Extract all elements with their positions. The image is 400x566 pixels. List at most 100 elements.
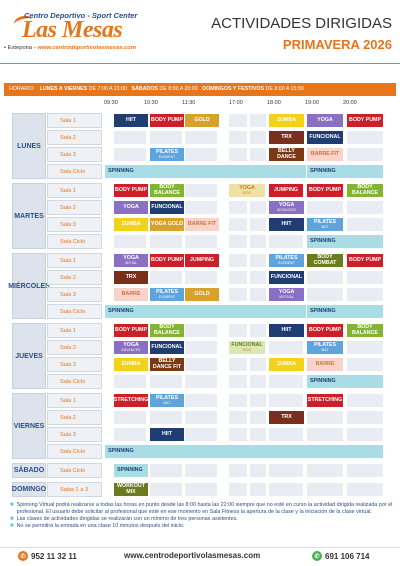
class-slot[interactable]: BODY PUMP [149,253,185,268]
class-slot[interactable]: TRX [268,130,305,145]
class-slot[interactable]: PILATES ELEMENT [149,287,185,302]
class-variant: MAT [163,400,171,405]
day-label: MIÉRCOLES [8,253,50,319]
class-slot[interactable]: GOLD [184,287,220,302]
class-slot[interactable]: BODY PUMP [346,113,384,128]
empty-slot [228,287,248,302]
class-slot[interactable]: PILATES ELEMENT [268,253,305,268]
class-slot[interactable]: YOGA KIDS [228,183,266,198]
class-slot[interactable]: FUNCIONAL [149,340,185,355]
class-slot[interactable]: BODY PUMP [113,183,149,198]
class-slot[interactable]: YOGA [113,200,149,215]
class-slot[interactable]: BODY PUMP [306,323,344,338]
class-name: BELLY DANCE FIT [152,357,182,370]
footer-phone-2[interactable]: ✆ 691 106 714 [312,551,370,561]
class-slot[interactable]: BARRE FIT [184,217,220,232]
class-slot[interactable]: BODY BALANCE [149,323,185,338]
class-slot[interactable]: WORKOUT MIX [113,482,149,497]
empty-slot [184,270,218,285]
class-slot[interactable]: JUMPING [184,253,220,268]
class-slot[interactable]: HIIT [149,427,185,442]
class-slot[interactable]: BODY BALANCE [346,183,384,198]
class-name: FUNCIONAL [309,133,341,140]
empty-slot [268,340,304,355]
class-slot[interactable]: SPINNING [306,374,384,389]
class-slot[interactable]: PILATES ELEMENT [149,147,185,162]
class-slot[interactable]: FUNCIONAL KIDS [228,340,266,355]
footer-website[interactable]: www.centrodeportivolasmesas.com [124,551,261,560]
class-slot[interactable]: ZUMBA [113,357,149,372]
class-slot[interactable]: YOGA INITIAL [113,253,149,268]
class-slot[interactable]: ZUMBA [268,357,305,372]
class-slot[interactable]: ZUMBA [113,217,149,232]
class-name: ZUMBA [121,220,141,227]
class-slot[interactable]: BODY COMBAT [306,253,344,268]
room-label: Sala 2 [47,270,102,285]
hours-sunday: DOMINGOS Y FESTIVOS [202,86,265,92]
empty-slot [149,234,183,249]
class-slot[interactable]: BELLY DANCE FIT [149,357,185,372]
class-slot[interactable]: YOGA ADVANCED [113,340,149,355]
class-slot[interactable]: FUNCIONAL [149,200,185,215]
class-slot[interactable]: BODY PUMP [149,113,185,128]
class-slot[interactable]: BELLY DANCE [268,147,305,162]
class-slot[interactable]: GOLD [184,113,220,128]
empty-slot [149,374,183,389]
time-label: 20:00 [343,100,357,106]
class-slot[interactable]: HIIT [268,217,305,232]
class-slot[interactable]: BARRE [306,357,344,372]
empty-slot [184,393,218,408]
class-slot[interactable]: YOGA VIRTUAL [268,287,305,302]
class-slot[interactable]: BARRE [113,287,149,302]
empty-slot [184,340,218,355]
class-name: BODY BALANCE [154,323,180,336]
class-slot[interactable]: SPINNING [306,234,384,249]
class-slot[interactable]: TRX [113,270,149,285]
empty-slot [184,130,218,145]
class-slot[interactable]: BODY PUMP [346,253,384,268]
class-slot[interactable]: SPINNING [306,304,384,319]
empty-slot [346,270,384,285]
day-label: JUEVES [12,323,46,389]
class-name: BODY COMBAT [313,253,337,266]
logo-city: • Estepona - [4,45,36,51]
empty-slot [249,287,267,302]
class-slot[interactable]: YOGA GOLD [149,217,185,232]
class-slot[interactable]: BODY PUMP [113,323,149,338]
schedule-row [104,130,388,145]
room-label: Sala 1 [47,323,102,338]
class-slot[interactable]: HIIT [113,113,149,128]
class-slot[interactable]: BARRE FIT [306,147,344,162]
class-slot[interactable]: PILATES MAT [306,217,344,232]
class-name: HIIT [125,116,136,123]
class-slot[interactable]: BODY PUMP [306,183,344,198]
class-slot[interactable]: PILATES MAT [306,340,344,355]
empty-slot [306,200,344,215]
class-slot[interactable]: STRETCHING [113,393,149,408]
room-label: Sala 3 [47,217,102,232]
class-name: FUNCIONAL [151,203,183,210]
class-slot[interactable]: SPINNING [113,463,149,478]
class-slot[interactable]: SPINNING [104,444,384,459]
class-slot[interactable]: SPINNING [306,164,384,179]
class-slot[interactable]: FUNCIONAL [306,130,344,145]
class-slot[interactable]: HIIT [268,323,305,338]
room-label: Sala 1 [47,113,102,128]
empty-slot [346,147,384,162]
empty-slot [249,200,267,215]
class-slot[interactable]: BODY BALANCE [149,183,185,198]
class-slot[interactable]: BODY BALANCE [346,323,384,338]
footer-phone-1[interactable]: ✆ 952 11 32 11 [18,551,77,561]
class-slot[interactable]: TRX [268,410,305,425]
empty-slot [249,113,267,128]
class-name: BARRE FIT [310,150,340,157]
class-slot[interactable]: YOGA [306,113,344,128]
class-slot[interactable]: FUNCIONAL [268,270,305,285]
class-slot[interactable]: YOGA ADVANCED [268,200,305,215]
class-slot[interactable]: STRETCHING [306,393,344,408]
class-slot[interactable]: ZUMBA [268,113,305,128]
class-slot[interactable]: PILATES MAT [149,393,185,408]
class-name: SPINNING [310,377,336,384]
class-name: BARRE [121,290,141,297]
class-slot[interactable]: JUMPING [268,183,304,198]
